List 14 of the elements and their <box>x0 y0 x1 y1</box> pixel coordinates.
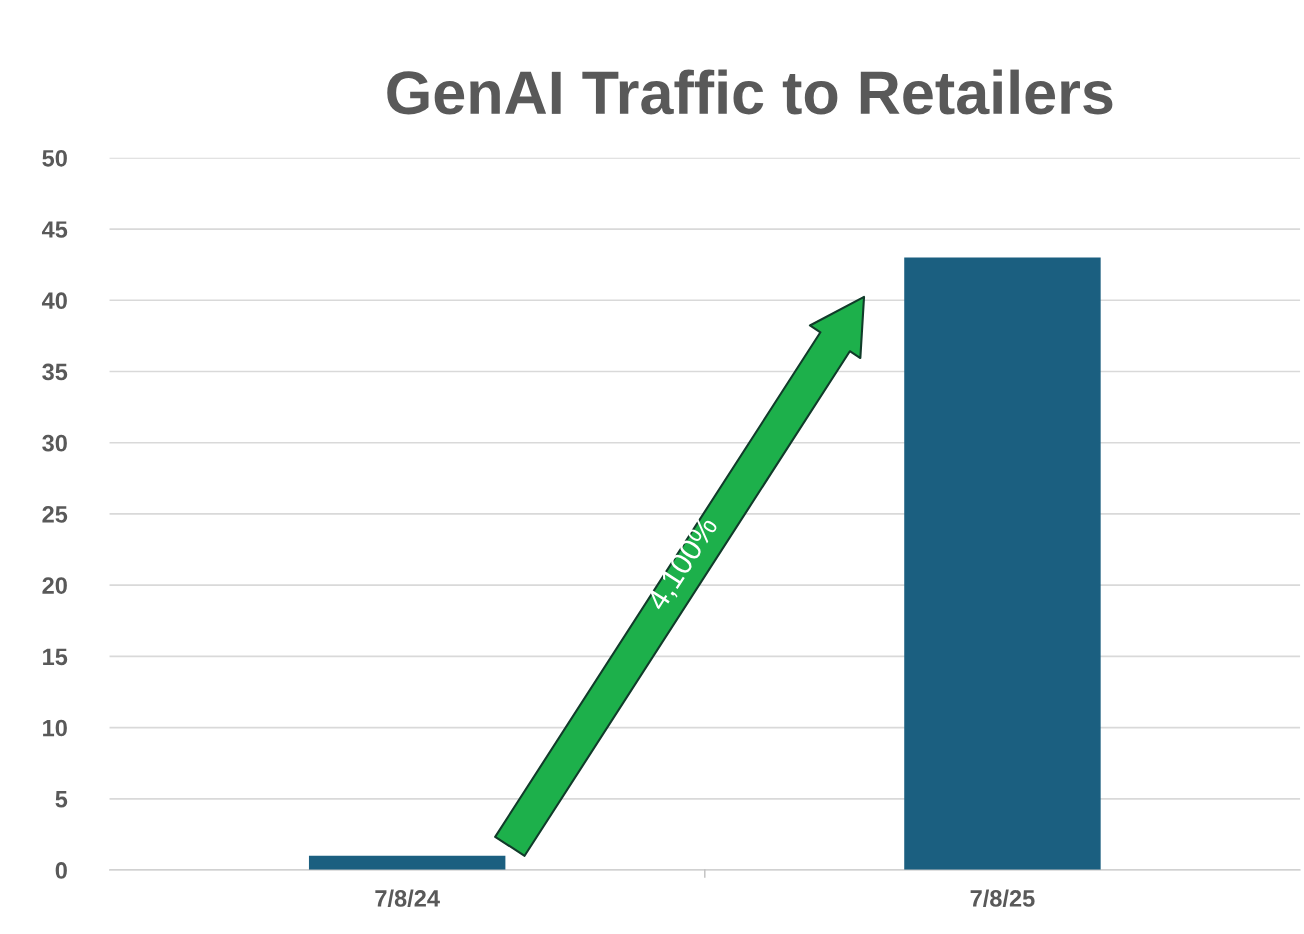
y-tick-label: 10 <box>43 719 67 737</box>
x-tick-label: 7/8/24 <box>375 889 440 908</box>
y-tick-label: 20 <box>42 577 67 594</box>
y-tick-label: 50 <box>42 149 67 167</box>
y-tick-label: 30 <box>42 434 67 452</box>
y-tick-label: 25 <box>42 506 68 523</box>
x-tick-label: 7/8/25 <box>970 889 1035 908</box>
y-tick-label: 0 <box>55 862 67 879</box>
y-tick-label: 45 <box>41 221 68 238</box>
y-tick-label: 40 <box>41 292 67 310</box>
y-tick-label: 5 <box>55 791 68 808</box>
chart-title: GenAI Traffic to Retailers <box>387 69 1113 115</box>
y-tick-label: 35 <box>42 363 68 381</box>
y-tick-label: 15 <box>43 648 68 666</box>
